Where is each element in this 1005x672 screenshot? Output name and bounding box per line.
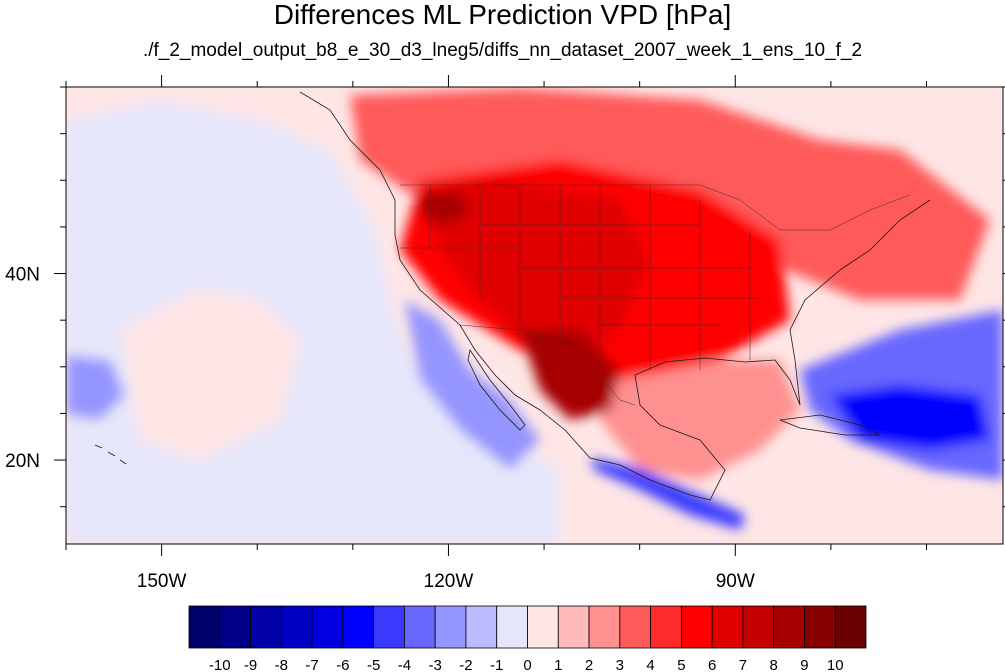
colorbar-label: -2 [459,657,472,672]
colorbar-label: 3 [616,657,624,672]
region-central-america-cool [590,458,745,530]
colorbar-label: -7 [305,657,318,672]
colorbar-swatch [650,605,682,649]
colorbar-swatch [280,605,313,649]
colorbar-label: 4 [646,657,654,672]
colorbar-swatch [834,605,867,649]
region-pacific-warm-patch [120,290,300,460]
colorbar-swatch [434,605,467,649]
region-hawaii-cool [66,355,125,420]
colorbar-label: -1 [490,657,503,672]
colorbar-labels: -10 -9 -8 -7 -6 -5 -4 -3 -2 -1 0 1 2 3 4 5 6 7 8 9 10 [209,657,844,672]
region-baja-coast-cool [405,300,540,470]
x-tick-label: 150W [137,571,187,592]
colorbar-swatch [219,605,251,649]
colorbar-swatch [773,605,805,649]
colorbar-label: 0 [523,657,531,672]
colorbar-label: -3 [429,657,442,672]
colorbar-label: 8 [770,657,778,672]
colorbar-swatch [373,605,405,649]
colorbar-label: -6 [336,657,349,672]
us-mexico-border [459,324,636,406]
colorbar-label: -5 [367,657,380,672]
axis-ticks [54,75,1005,556]
colorbar-swatch [188,605,221,649]
colorbar-swatch [465,605,498,649]
colorbar-label: 7 [739,657,747,672]
colorbar-swatch [804,605,836,649]
region-caribbean-core-cool [830,385,990,450]
coastlines [94,91,931,501]
chart-title: Differences ML Prediction VPD [hPa] [273,0,732,30]
chart-subtitle: ./f_2_model_output_b8_e_30_d3_lneg5/diff… [142,40,863,61]
region-pacific-nw-hot [420,190,470,225]
state-boundaries [400,184,911,406]
baja-peninsula [467,348,526,431]
y-tick-label: 20N [5,451,40,472]
colorbar-swatch [250,605,282,649]
colorbar-label: 6 [708,657,716,672]
colorbar-swatch [311,605,344,649]
colorbar-swatch [527,605,559,649]
colorbar-label: 5 [677,657,685,672]
colorbar-swatch [619,605,651,649]
colorbar-swatch [342,605,375,649]
region-gulf-warm [600,360,800,480]
x-tick-label: 90W [716,571,755,592]
colorbar-label: -8 [275,657,288,672]
colorbar-label: 9 [800,657,808,672]
colorbar-swatch [496,605,528,649]
state-lines [400,185,760,370]
hawaii-islands [94,444,127,465]
colorbar-label: -4 [398,657,411,672]
axis-tick-labels: 150W 120W 90W 40N 20N [5,265,755,592]
colorbar-label: -9 [244,657,257,672]
colorbar-swatch [588,605,621,649]
colorbar-swatch [404,605,436,649]
colorbar-label: -10 [209,657,231,672]
colorbar [188,605,867,649]
colorbar-label: 1 [554,657,562,672]
colorbar-label: 10 [827,657,844,672]
cuba-outline [779,414,881,436]
y-tick-label: 40N [5,265,40,286]
colorbar-swatch [711,605,744,649]
region-chihuahua-hot [520,330,620,420]
colorbar-label: 2 [585,657,593,672]
map-frame [65,86,1004,545]
map-field [66,87,1003,544]
colorbar-swatch [742,605,775,649]
colorbar-swatch [557,605,590,649]
north-america-coastline [299,91,931,501]
colorbar-swatch [680,605,713,649]
x-tick-label: 120W [424,571,474,592]
us-canada-border [400,184,911,231]
